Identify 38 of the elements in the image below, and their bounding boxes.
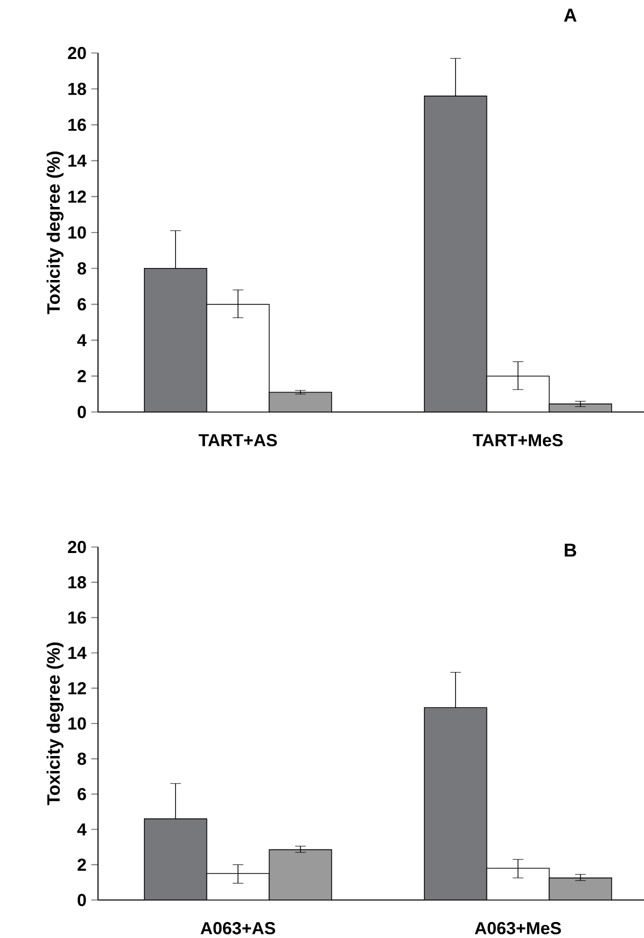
x-tick-label: A063+AS [200, 922, 276, 934]
x-tick-label: TART+AS [198, 434, 277, 446]
y-tick-label: 16 [68, 611, 86, 624]
y-tick-label: 8 [78, 752, 86, 765]
y-tick-label: 14 [68, 646, 87, 659]
y-tick-label: 6 [78, 788, 86, 800]
y-tick-label: 8 [78, 262, 86, 275]
bar [268, 392, 332, 412]
y-tick-label: 20 [68, 46, 86, 60]
bar [548, 404, 612, 412]
chart-title: A [564, 8, 577, 22]
bar [424, 707, 488, 900]
bar [144, 818, 208, 900]
chart-title: B [564, 544, 576, 557]
y-tick-label: 18 [68, 576, 86, 588]
x-tick-label: TART+MeS [472, 434, 563, 446]
y-tick-label: 12 [68, 190, 86, 203]
y-tick-label: 20 [68, 540, 86, 554]
y-tick-label: 18 [68, 82, 86, 96]
y-tick-label: 14 [68, 154, 87, 167]
bar [548, 878, 612, 900]
y-tick-label: 10 [68, 226, 86, 239]
y-tick-label: 0 [78, 894, 86, 906]
y-axis-title: Toxicity degree (%) [46, 642, 64, 806]
bar [424, 96, 488, 412]
y-tick-label: 4 [77, 334, 87, 346]
y-tick-label: 2 [78, 370, 86, 382]
bar [268, 849, 332, 900]
y-tick-label: 6 [78, 298, 86, 310]
y-axis-title: Toxicity degree (%) [46, 152, 64, 314]
bar [144, 268, 208, 412]
y-tick-label: 10 [68, 717, 86, 730]
y-tick-label: 4 [77, 823, 87, 836]
y-tick-label: 2 [78, 858, 86, 871]
y-tick-label: 0 [78, 406, 86, 418]
y-tick-label: 12 [68, 682, 86, 694]
x-tick-label: A063+MeS [474, 922, 561, 934]
y-tick-label: 16 [68, 118, 86, 131]
